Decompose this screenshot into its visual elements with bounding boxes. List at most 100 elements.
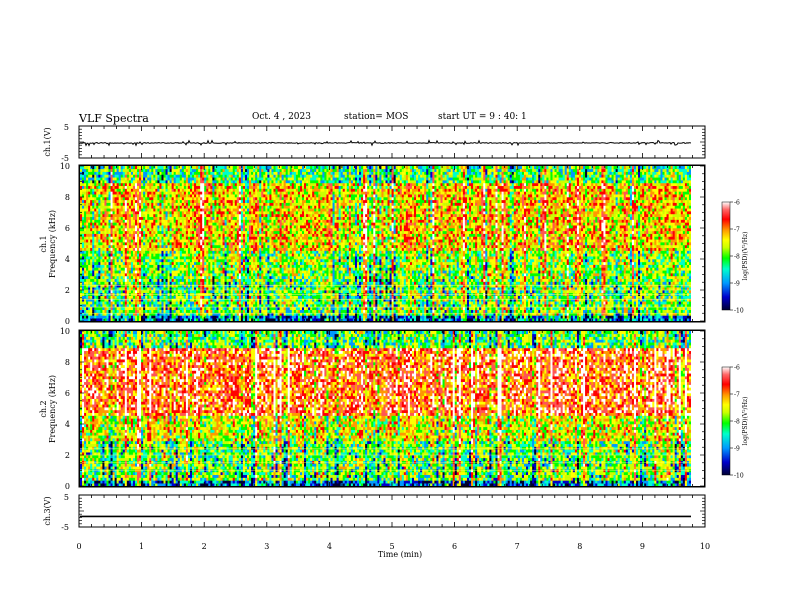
spectrogram-cell (92, 264, 95, 268)
spectrogram-cell (175, 275, 179, 280)
spectrogram-cell (192, 177, 195, 181)
spectrogram-cell (232, 244, 236, 249)
spectrogram-cell (106, 182, 109, 187)
spectrogram-cell (98, 244, 101, 249)
spectrogram-cell (122, 270, 126, 274)
spectrogram-cell (175, 239, 179, 243)
spectrogram-cell (214, 216, 217, 220)
spectrogram-cell (159, 208, 162, 212)
spectrogram-cell (143, 315, 146, 319)
spectrogram-cell (165, 267, 168, 271)
spectrogram-cell (159, 239, 162, 243)
spectrogram-cell (251, 185, 254, 189)
spectrogram-cell (94, 197, 97, 201)
spectrogram-cell (185, 247, 189, 251)
spectrogram-cell (100, 188, 103, 192)
spectrogram-cell (214, 244, 217, 249)
spectrogram-cell (200, 230, 203, 234)
spectrogram-cell (236, 301, 240, 305)
spectrogram-cell (141, 208, 144, 212)
spectrogram-cell (86, 256, 89, 260)
spectrogram-cell (149, 273, 152, 277)
spectrogram-cell (80, 216, 83, 220)
spectrogram-cell (86, 281, 89, 285)
spectrogram-cell (134, 188, 138, 192)
spectrogram-cell (80, 239, 83, 243)
spectrogram-cell (122, 219, 126, 223)
spectrogram-cell (183, 253, 187, 257)
spectrogram-cell (151, 182, 154, 187)
spectrogram-cell (157, 284, 160, 288)
spectrogram-cell (187, 301, 191, 305)
spectrogram-cell (90, 284, 93, 288)
spectrogram-cell (92, 304, 95, 308)
spectrogram-cell (143, 318, 146, 321)
spectrogram-cell (80, 295, 83, 299)
spectrogram-cell (167, 267, 170, 271)
spectrogram-cell (139, 318, 142, 321)
spectrogram-cell (226, 315, 229, 319)
spectrogram-cell (185, 261, 189, 265)
spectrogram-cell (222, 273, 225, 277)
spectrogram-cell (236, 275, 240, 280)
spectrogram-cell (261, 174, 264, 178)
spectrogram-cell (240, 278, 244, 282)
spectrogram-cell (220, 275, 223, 280)
spectrogram-cell (84, 228, 87, 232)
spectrogram-cell (238, 259, 242, 263)
spectrogram-cell (130, 256, 134, 260)
spectrogram-cell (177, 298, 181, 302)
spectrogram-cell (179, 244, 183, 249)
spectrogram-cell (104, 261, 107, 265)
spectrogram-cell (114, 259, 117, 263)
spectrogram-cell (169, 315, 172, 319)
spectrogram-cell (175, 230, 179, 234)
spectrogram-cell (253, 236, 256, 240)
spectrogram-cell (185, 267, 189, 271)
spectrogram-cell (183, 199, 187, 203)
spectrogram-cell (179, 182, 183, 187)
spectrogram-cell (247, 273, 250, 277)
spectrogram-cell (257, 247, 260, 251)
spectrogram-cell (137, 242, 140, 246)
spectrogram-cell (147, 250, 150, 254)
spectrogram-cell (259, 208, 262, 212)
spectrogram-cell (218, 270, 221, 274)
spectrogram-cell (139, 298, 142, 302)
spectrogram-cell (116, 306, 119, 311)
spectrogram-cell (98, 222, 101, 226)
spectrogram-cell (171, 233, 174, 237)
spectrogram-cell (120, 253, 124, 257)
spectrogram-cell (161, 166, 164, 170)
spectrogram-cell (120, 309, 124, 313)
spectrogram-cell (98, 247, 101, 251)
spectrogram-cell (110, 270, 113, 274)
spectrogram-cell (206, 202, 209, 206)
spectrogram-cell (169, 304, 172, 308)
spectrogram-cell (257, 284, 260, 288)
spectrogram-cell (212, 261, 215, 265)
spectrogram-cell (149, 166, 152, 170)
spectrogram-cell (147, 225, 150, 229)
spectrogram-cell (92, 287, 95, 291)
spectrogram-cell (145, 244, 148, 249)
spectrogram-cell (106, 242, 109, 246)
spectrogram-cell (122, 315, 126, 319)
spectrogram-cell (216, 208, 219, 212)
spectrogram-cell (192, 295, 195, 299)
spectrogram-cell (222, 309, 225, 313)
spectrogram-cell (236, 244, 240, 249)
spectrogram-cell (110, 205, 113, 209)
spectrogram-cell (216, 261, 219, 265)
spectrogram-cell (92, 202, 95, 206)
spectrogram-cell (185, 287, 189, 291)
spectrogram-cell (253, 174, 256, 178)
spectrogram-cell (134, 191, 138, 195)
spectrogram-cell (84, 174, 87, 178)
spectrogram-cell (216, 250, 219, 254)
spectrogram-cell (198, 281, 201, 285)
spectrogram-cell (189, 287, 193, 291)
spectrogram-cell (183, 188, 187, 192)
spectrogram-cell (112, 244, 115, 249)
spectrogram-cell (130, 244, 134, 249)
